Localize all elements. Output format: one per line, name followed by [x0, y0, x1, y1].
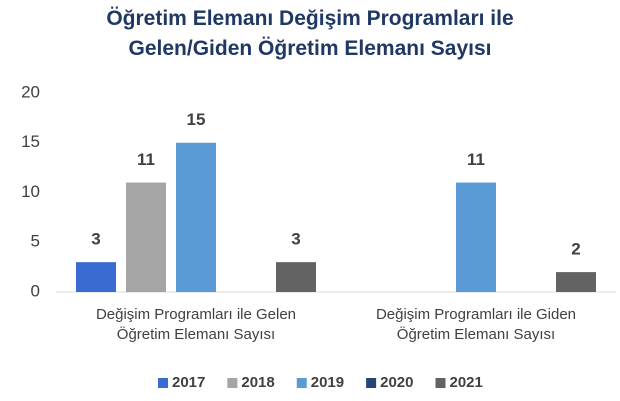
x-tick-label: Değişim Programları ile Gelen Öğretim El… [95, 306, 297, 343]
x-tick-label: Değişim Programları ile Giden Öğretim El… [375, 306, 577, 343]
data-label: 2 [571, 240, 580, 259]
y-tick-label: 5 [31, 232, 40, 251]
legend-swatch [435, 378, 446, 388]
y-tick-label: 10 [21, 182, 40, 201]
legend-label: 2017 [172, 374, 205, 391]
legend-swatch [227, 378, 238, 388]
legend-swatch [158, 378, 168, 388]
data-label: 15 [187, 110, 206, 129]
data-label: 11 [467, 150, 485, 169]
data-label: 3 [291, 230, 300, 249]
y-tick-label: 15 [21, 132, 40, 151]
y-tick-label: 20 [21, 82, 40, 101]
legend-swatch [366, 378, 377, 388]
bar [456, 182, 496, 292]
y-tick-label: 0 [31, 281, 40, 300]
legend-label: 2020 [380, 374, 413, 391]
bar [276, 262, 316, 292]
legend-label: 2019 [311, 374, 344, 391]
bar [176, 142, 216, 292]
chart-title: Öğretim Elemanı Değişim Programları ile … [106, 7, 514, 60]
legend-label: 2018 [241, 374, 274, 391]
bar [556, 272, 596, 292]
bar [76, 262, 116, 292]
bar [126, 182, 166, 292]
data-label: 3 [91, 230, 100, 249]
legend-swatch [296, 378, 307, 388]
data-label: 11 [137, 150, 155, 169]
legend-label: 2021 [450, 374, 483, 391]
